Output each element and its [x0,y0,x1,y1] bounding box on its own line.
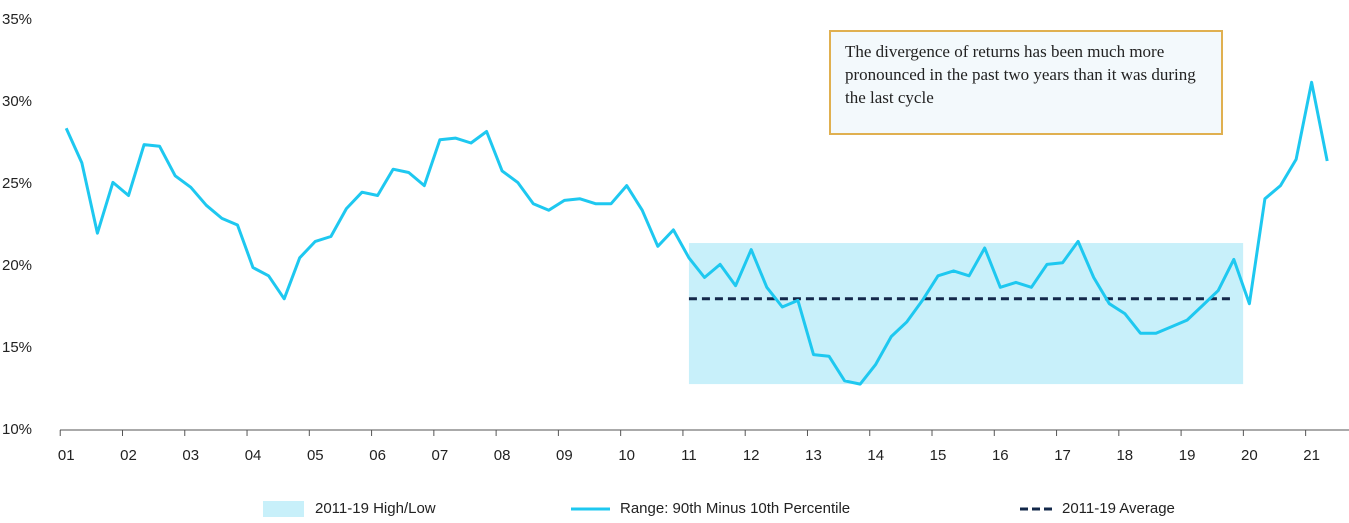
x-tick-label: 11 [681,447,697,464]
x-tick-label: 10 [618,447,635,464]
x-tick-label: 02 [120,447,137,464]
legend-swatch [263,501,304,517]
x-tick-label: 07 [432,447,449,464]
x-tick-label: 16 [992,447,1009,464]
annotation: The divergence of returns has been much … [829,30,1223,135]
x-tick-label: 18 [1116,447,1133,464]
series-line [64,80,1329,386]
y-tick-label: 10% [2,421,32,438]
legend-label: 2011-19 High/Low [315,500,436,517]
x-tick-label: 01 [58,447,75,464]
x-tick-label: 04 [245,447,262,464]
y-tick-label: 30% [2,93,32,110]
x-tick-label: 13 [805,447,822,464]
x-tick-label: 06 [369,447,386,464]
legend-label: Range: 90th Minus 10th Percentile [620,500,850,517]
y-tick-label: 15% [2,339,32,356]
y-tick-label: 25% [2,175,32,192]
x-tick-label: 19 [1179,447,1196,464]
high-low-band [688,243,1244,385]
x-tick-label: 12 [743,447,760,464]
x-tick-label: 17 [1054,447,1071,464]
y-tick-label: 35% [2,11,32,28]
x-tick-label: 21 [1303,447,1320,464]
y-tick-label: 20% [2,257,32,274]
x-tick-label: 20 [1241,447,1258,464]
x-tick-label: 15 [930,447,947,464]
legend-label: 2011-19 Average [1062,500,1175,517]
x-tick-label: 14 [867,447,884,464]
x-tick-label: 05 [307,447,324,464]
x-tick-label: 08 [494,447,511,464]
x-tick-label: 09 [556,447,573,464]
x-tick-label: 03 [182,447,199,464]
